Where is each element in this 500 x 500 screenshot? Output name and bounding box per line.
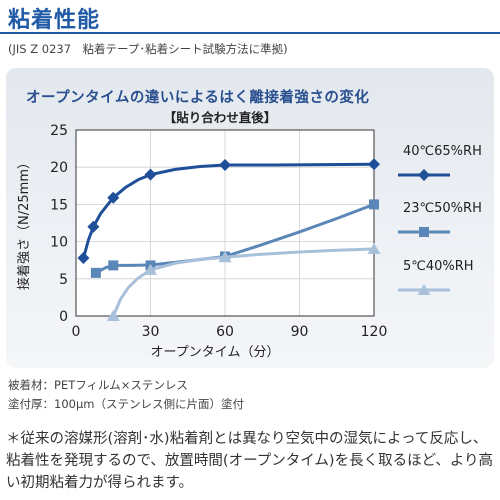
remark-text: ＊従来の溶媒形(溶剤･水)粘着剤とは異なり空気中の湿気によって反応し、粘着性を発… [6,431,494,491]
legend-marker-3 [417,284,431,295]
x-tick-label: 60 [216,324,234,340]
data-point-series-1 [144,168,157,181]
data-point-series-1 [219,158,231,171]
data-point-series-1 [368,158,380,171]
x-tick-label: 90 [291,324,309,340]
data-point-series-1 [107,191,120,204]
title-rule [0,32,500,34]
page-title: 粘着性能 [8,8,101,33]
data-point-series-3 [144,263,157,275]
x-axis-label: オープンタイム（分） [151,345,280,360]
standard-note: (JIS Z 0237 粘着テープ･粘着シート試験方法に準拠) [8,42,288,56]
y-tick-label: 25 [50,123,68,139]
legend-marker-1 [418,169,430,181]
plot-border [75,129,375,317]
data-point-series-3 [106,310,120,321]
legend-label-3: 5℃40%RH [403,259,474,274]
y-tick-label: 5 [59,272,68,288]
y-tick-label: 15 [50,197,68,213]
data-point-series-2 [90,267,101,278]
data-point-series-3 [367,243,381,255]
data-point-series-2 [108,260,119,271]
footnote-coating: 塗付厚：100μm（ステンレス側に片面）塗付 [8,397,244,411]
y-tick-label: 20 [50,160,68,176]
chart-title: オープンタイムの違いによるはく離接着強さの変化 [26,90,370,106]
y-tick-label: 10 [50,235,68,251]
y-tick-label: 0 [59,309,68,325]
data-point-series-2 [369,199,379,210]
data-point-series-1 [77,251,90,264]
chart-subtitle: 【貼り合わせ直後】 [164,110,277,125]
x-tick-label: 120 [361,324,388,340]
x-tick-label: 30 [142,324,160,340]
data-point-series-3 [218,251,232,263]
footnote-substrate: 被着材：PETフィルム×ステンレス [8,378,188,392]
series-line-3 [111,247,376,318]
legend-marker-2 [419,227,429,237]
data-point-series-1 [87,220,100,233]
legend-label-2: 23℃50%RH [403,201,482,216]
y-axis-label: 接着強さ（N/25mm） [16,156,32,290]
x-tick-label: 0 [72,324,81,340]
legend-label-1: 40℃65%RH [403,144,482,159]
